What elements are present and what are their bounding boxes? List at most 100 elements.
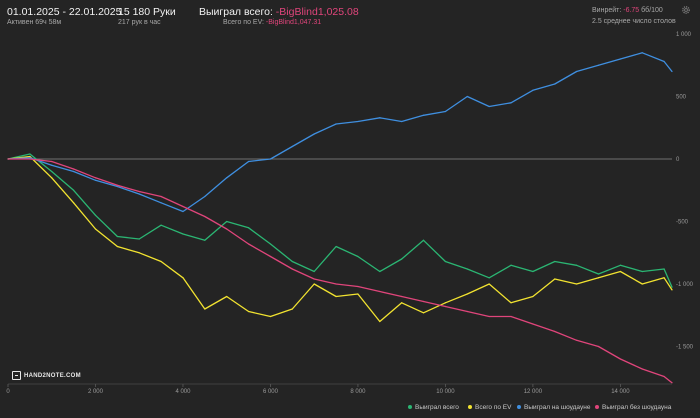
series-point-0: [597, 273, 600, 275]
legend-item-0[interactable]: Выиграл всего: [408, 404, 459, 411]
series-point-0: [510, 264, 512, 266]
series-point-2: [671, 70, 673, 73]
winrate-value: -6.75: [623, 7, 640, 14]
series-point-2: [51, 164, 53, 166]
series-point-0: [357, 255, 359, 258]
series-point-3: [641, 368, 643, 370]
series-point-1: [554, 278, 556, 280]
x-tick-label: 4 000: [175, 389, 191, 395]
series-point-0: [269, 243, 272, 245]
active-time: Активен 69ч 58м: [7, 19, 62, 26]
series-point-2: [291, 145, 293, 148]
hand2note-logo: HAND2NOTE.COM: [12, 371, 81, 380]
series-point-0: [94, 214, 97, 216]
series-point-2: [204, 195, 206, 198]
series-point-0: [444, 260, 447, 263]
series-point-0: [313, 270, 315, 273]
series-point-1: [73, 202, 75, 204]
hands-per-hour: 217 рук в час: [118, 19, 161, 26]
series-point-2: [313, 133, 315, 135]
series-point-2: [576, 70, 578, 73]
series-point-3: [576, 339, 578, 341]
legend-label: Выиграл без шоудауна: [602, 404, 672, 411]
series-point-1: [466, 293, 468, 295]
legend-dot: [408, 405, 412, 410]
series-point-0: [335, 245, 337, 248]
series-point-3: [379, 290, 381, 293]
x-tick-label: 10 000: [436, 389, 455, 395]
ev-total-value: -BigBlind1,047.31: [265, 19, 322, 26]
series-point-1: [313, 283, 315, 285]
legend-item-1[interactable]: Всего по EV: [468, 404, 511, 411]
series-point-2: [182, 210, 184, 213]
winrate-suffix: бб/100: [641, 7, 663, 14]
winrate-label: Винрейт:: [592, 7, 622, 14]
series-point-2: [422, 114, 425, 116]
series-point-2: [444, 110, 447, 113]
series-point-3: [663, 375, 665, 378]
y-tick-label: -1 500: [676, 345, 694, 351]
series-point-0: [226, 220, 228, 223]
y-tick-label: 1 000: [676, 32, 692, 38]
date-range[interactable]: 01.01.2025 - 22.01.2025: [7, 6, 122, 18]
legend-item-2[interactable]: Выиграл на шоудауне: [517, 404, 590, 411]
series-point-3: [138, 190, 140, 193]
series-point-3: [444, 305, 447, 308]
hands-count: 15 180 Руки: [118, 6, 176, 18]
series-point-1: [671, 289, 673, 291]
series-point-3: [671, 382, 673, 384]
series-point-0: [576, 264, 578, 266]
series-line-0: [7, 153, 673, 288]
series-point-1: [422, 312, 425, 314]
series-point-2: [226, 177, 228, 179]
series-point-2: [357, 120, 359, 123]
hand2note-logo-mark: [12, 371, 21, 380]
series-point-1: [204, 308, 206, 310]
series-point-2: [94, 179, 97, 181]
gear-icon[interactable]: [681, 5, 691, 15]
series-point-3: [73, 168, 75, 170]
series-point-3: [313, 278, 315, 280]
series-point-2: [510, 102, 512, 104]
series-point-3: [116, 184, 118, 186]
series-point-3: [51, 160, 53, 163]
series-point-1: [488, 283, 490, 285]
series-point-1: [247, 310, 250, 313]
series-point-3: [204, 215, 206, 218]
series-point-1: [226, 295, 228, 298]
series-point-0: [466, 268, 468, 270]
series-point-0: [51, 170, 53, 173]
x-axis: 0 2 000 4 000 6 000 8 000 10 000 12 000 14 000: [6, 384, 630, 395]
y-tick-label: -1 000: [676, 282, 694, 288]
series-point-0: [401, 258, 403, 260]
series-point-3: [29, 158, 31, 160]
legend-dot: [595, 405, 599, 410]
series-point-3: [619, 358, 621, 360]
series-point-2: [641, 52, 643, 54]
series-point-0: [641, 270, 643, 273]
y-tick-label: 500: [676, 95, 687, 101]
series-point-2: [619, 58, 621, 60]
x-tick-label: 2 000: [88, 389, 104, 395]
series-point-3: [532, 323, 534, 325]
series-point-3: [554, 330, 556, 333]
series-point-2: [269, 158, 272, 160]
legend-item-3[interactable]: Выиграл без шоудауна: [595, 404, 671, 411]
x-tick-label: 12 000: [524, 389, 543, 395]
ev-total-label: Всего по EV:: [223, 19, 264, 26]
x-tick-label: 8 000: [350, 389, 366, 395]
series-point-2: [29, 157, 31, 159]
series-point-1: [401, 302, 403, 304]
series-point-1: [576, 283, 578, 285]
series-point-0: [291, 260, 293, 263]
series-point-2: [488, 105, 490, 108]
series-point-0: [138, 238, 140, 240]
series-point-0: [554, 260, 556, 263]
series-layer: [7, 52, 673, 384]
series-point-1: [29, 155, 31, 158]
series-point-1: [335, 295, 337, 298]
series-point-0: [379, 270, 381, 273]
series-point-2: [335, 123, 337, 125]
series-point-3: [597, 345, 600, 348]
series-point-0: [422, 239, 425, 241]
